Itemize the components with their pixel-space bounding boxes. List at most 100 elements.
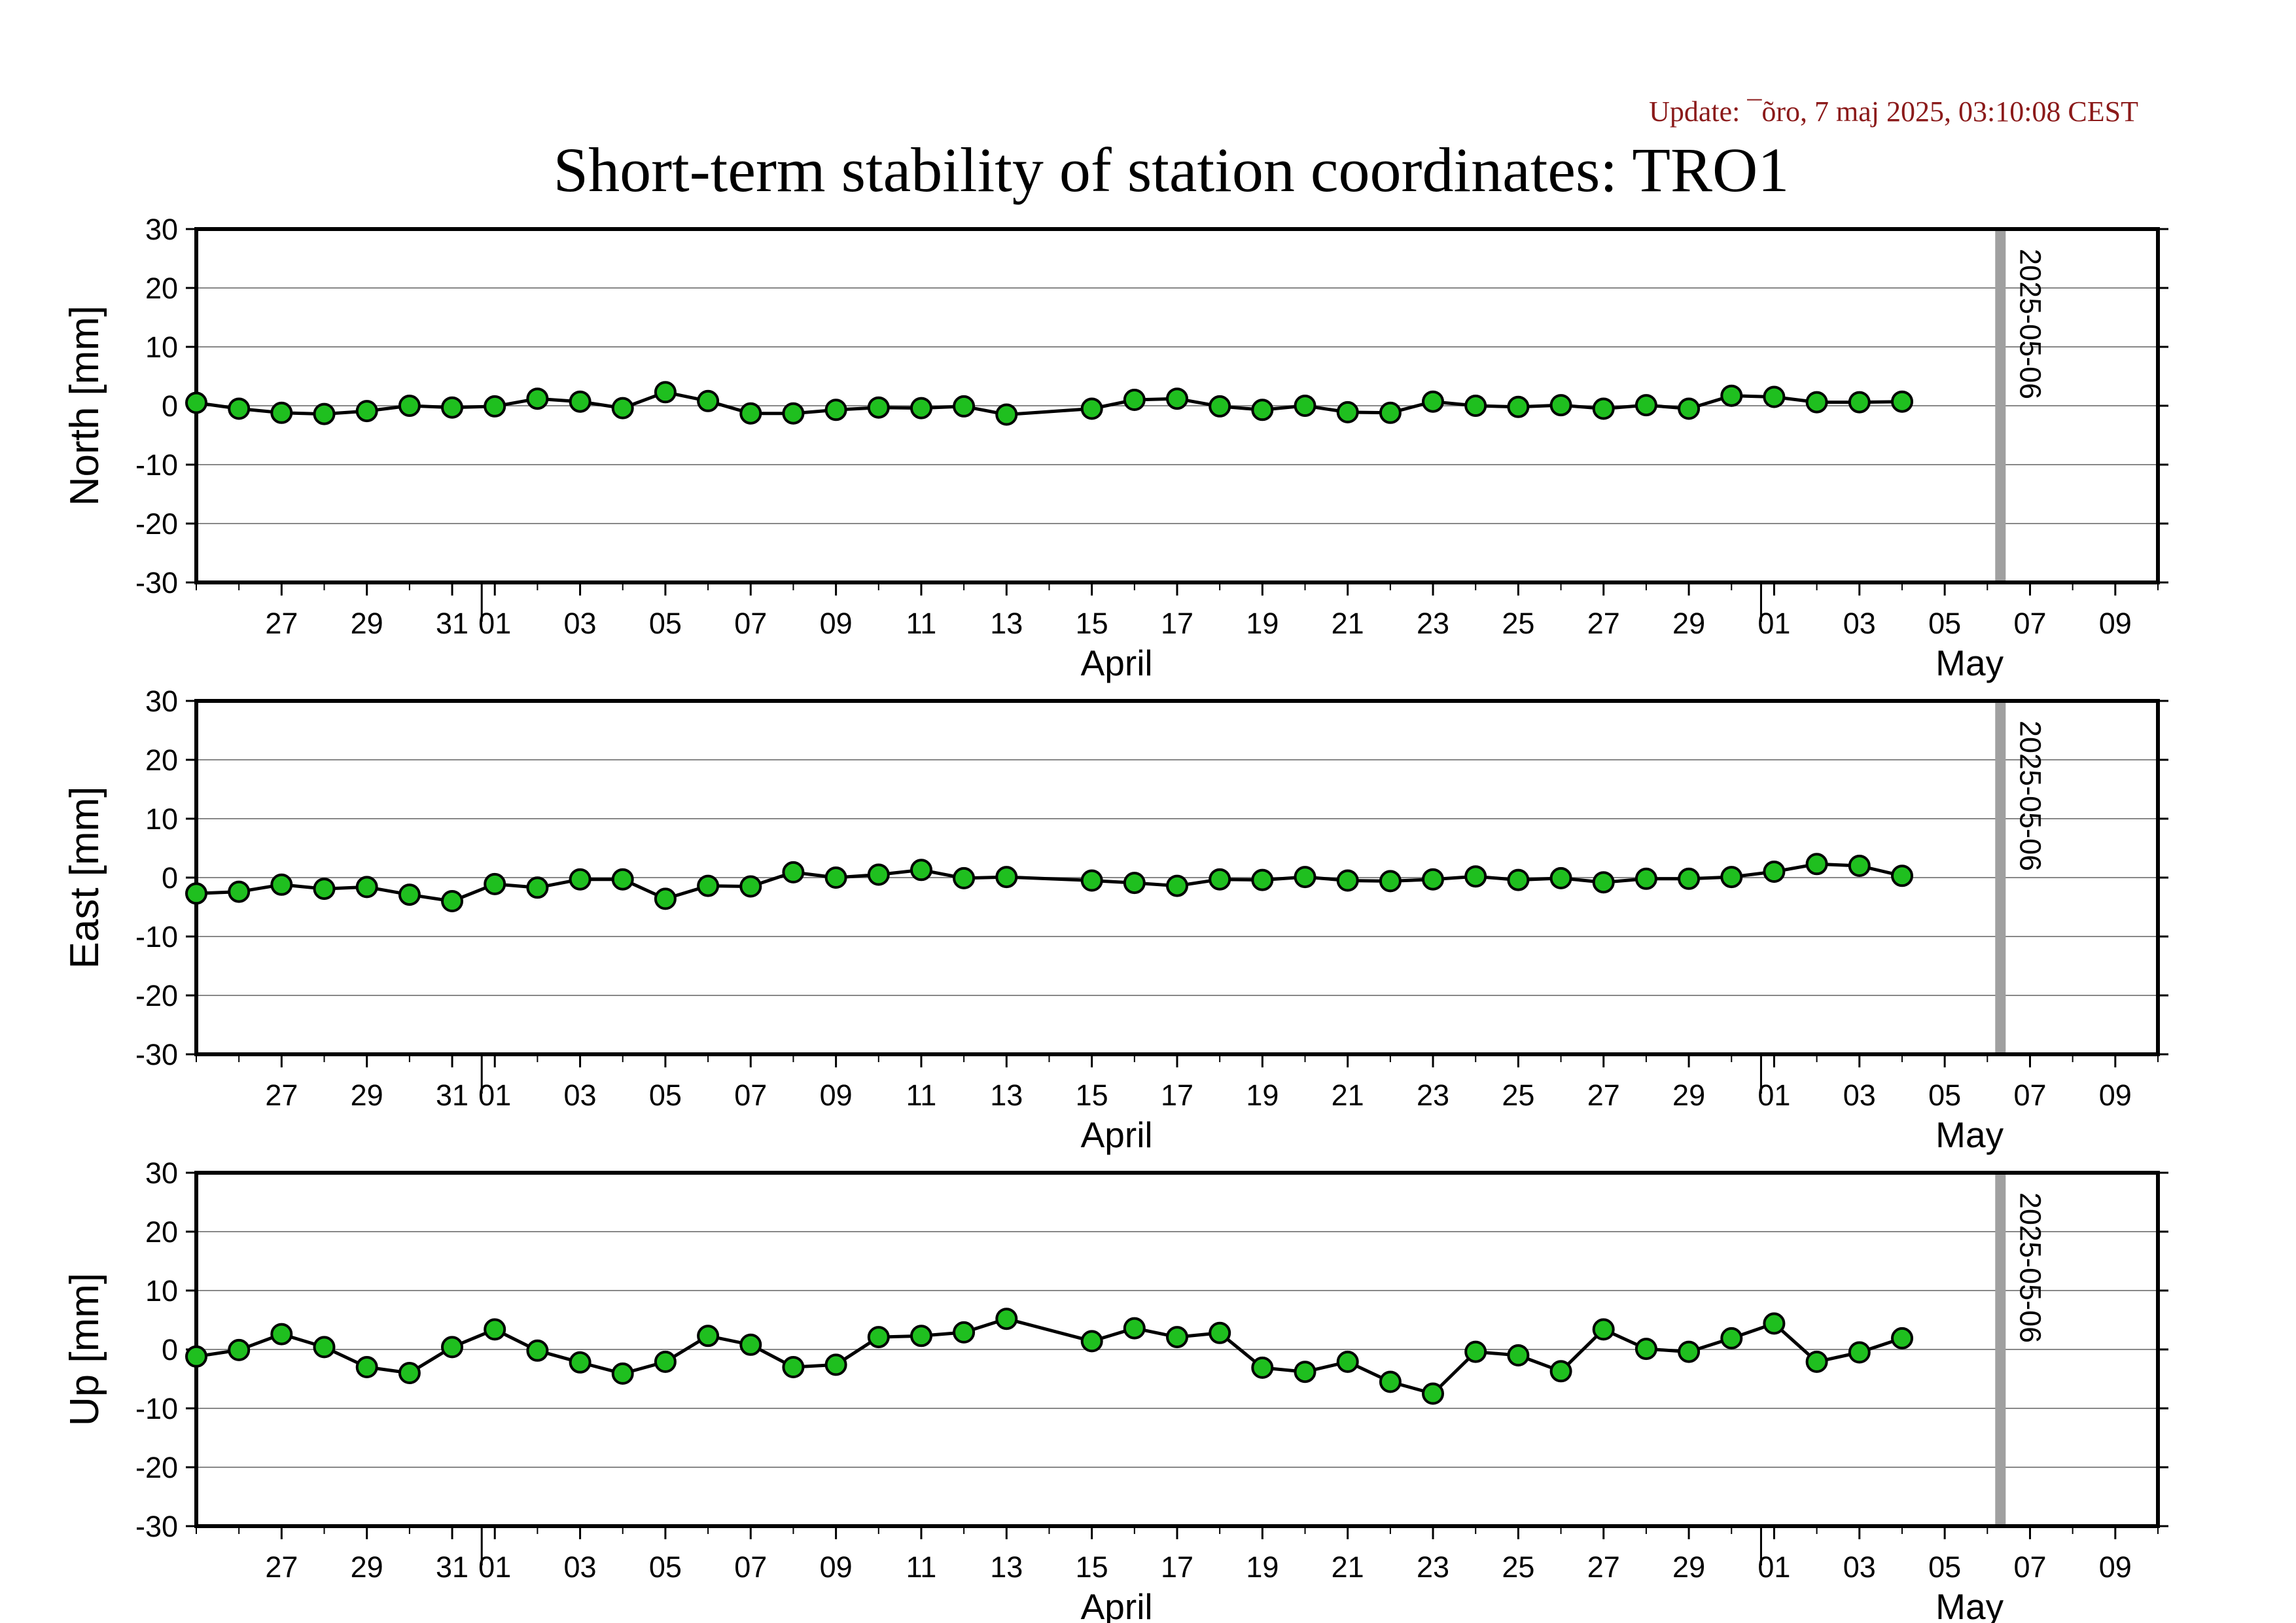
data-point <box>228 397 251 420</box>
panel-2: 2025-05-06 30 20 10 0 -10 -20 -30 27 29 31 01 03 05 07… <box>62 685 2168 1155</box>
data-point <box>355 876 378 899</box>
x-tick-label: 29 <box>1672 607 1705 640</box>
x-tick-label: 31 <box>436 1550 468 1584</box>
x-tick-label: 31 <box>436 1079 468 1112</box>
series-line <box>196 390 1903 416</box>
x-tick-label: 29 <box>351 1079 383 1112</box>
x-tick-label: 23 <box>1417 1079 1449 1112</box>
x-tick-label: 01 <box>1757 607 1790 640</box>
data-point <box>654 381 677 404</box>
x-tick-label: 31 <box>436 607 468 640</box>
data-point <box>526 387 549 410</box>
x-tick-label: 01 <box>1757 1079 1790 1112</box>
x-tick-label: 03 <box>564 1550 597 1584</box>
data-point <box>1507 868 1530 891</box>
x-tick-label: 11 <box>906 1079 937 1112</box>
month-label: April <box>1081 643 1153 683</box>
x-tick-label: 23 <box>1417 607 1449 640</box>
data-point <box>697 874 720 897</box>
month-label: April <box>1081 1586 1153 1623</box>
data-point <box>995 403 1018 426</box>
data-point <box>526 876 549 899</box>
y-tick-label: -20 <box>135 507 178 541</box>
x-tick-label: 29 <box>1672 1079 1705 1112</box>
data-point <box>1294 395 1316 417</box>
data-point <box>1720 866 1743 889</box>
data-point <box>1805 853 1828 876</box>
y-tick-label: -10 <box>135 448 178 482</box>
x-tick-label: 29 <box>1672 1550 1705 1584</box>
data-point <box>824 399 847 421</box>
y-tick-label: -30 <box>135 566 178 599</box>
y-tick-label: 10 <box>145 330 178 364</box>
data-point <box>953 1321 976 1344</box>
data-point <box>398 883 421 906</box>
data-point <box>1678 1340 1701 1363</box>
data-point <box>1634 867 1657 890</box>
x-tick-label: 05 <box>649 1079 682 1112</box>
y-tick-label: -20 <box>135 979 178 1012</box>
x-tick-label: 25 <box>1502 1079 1534 1112</box>
data-point <box>1720 1327 1743 1349</box>
data-point <box>654 887 677 910</box>
data-point <box>782 402 805 425</box>
x-tick-label: 29 <box>351 607 383 640</box>
data-point <box>441 890 463 912</box>
data-point <box>1592 1318 1615 1341</box>
data-point <box>1294 1361 1316 1383</box>
data-point <box>1763 385 1786 408</box>
x-tick-label: 09 <box>820 1550 853 1584</box>
y-axis-label: East [mm] <box>62 786 107 969</box>
data-point <box>569 868 592 891</box>
series-line <box>196 862 1903 903</box>
data-point <box>910 397 932 419</box>
data-point <box>1336 401 1359 423</box>
x-tick-label: 19 <box>1246 1079 1279 1112</box>
x-tick-label: 01 <box>478 1079 511 1112</box>
data-point <box>782 1356 805 1378</box>
x-tick-label: 27 <box>1587 1079 1620 1112</box>
x-tick-label: 15 <box>1076 1079 1108 1112</box>
data-point <box>867 1326 890 1349</box>
data-point <box>1763 861 1786 883</box>
data-point <box>1336 1350 1359 1373</box>
x-tick-label: 09 <box>820 1079 853 1112</box>
data-point <box>1634 1338 1657 1361</box>
x-tick-label: 07 <box>2013 1550 2046 1584</box>
data-point <box>270 1323 293 1346</box>
data-point <box>1209 1321 1231 1344</box>
data-point <box>1166 1326 1188 1349</box>
x-tick-label: 15 <box>1076 607 1108 640</box>
y-tick-label: 0 <box>162 389 178 423</box>
data-point <box>1123 1317 1146 1340</box>
data-point <box>1678 867 1701 890</box>
data-point <box>185 882 207 905</box>
data-point <box>1507 395 1530 418</box>
data-point <box>1123 872 1146 895</box>
y-tick-label: -20 <box>135 1451 178 1484</box>
data-point <box>1507 1344 1530 1366</box>
x-tick-label: 17 <box>1161 1550 1193 1584</box>
y-tick-label: 30 <box>145 1156 178 1190</box>
x-tick-label: 25 <box>1502 607 1534 640</box>
series-line <box>196 1317 1903 1395</box>
data-point <box>526 1339 549 1362</box>
y-tick-label: -30 <box>135 1510 178 1543</box>
data-point <box>1166 874 1188 897</box>
month-label: May <box>1935 643 2004 683</box>
x-tick-label: 29 <box>351 1550 383 1584</box>
data-point <box>1848 391 1871 414</box>
month-label: April <box>1081 1115 1153 1155</box>
y-tick-label: -10 <box>135 1392 178 1425</box>
data-point <box>1549 866 1572 889</box>
data-point <box>824 1353 847 1376</box>
x-tick-label: 27 <box>265 607 298 640</box>
data-point <box>270 401 293 424</box>
y-tick-label: 10 <box>145 1274 178 1308</box>
panel-1: 2025-05-06 30 20 10 0 -10 -20 -30 27 29 31 01 03 05 07… <box>62 213 2168 683</box>
data-point <box>1294 866 1316 889</box>
x-tick-label: 03 <box>1843 607 1876 640</box>
y-tick-label: 30 <box>145 213 178 246</box>
data-point <box>1634 394 1657 417</box>
